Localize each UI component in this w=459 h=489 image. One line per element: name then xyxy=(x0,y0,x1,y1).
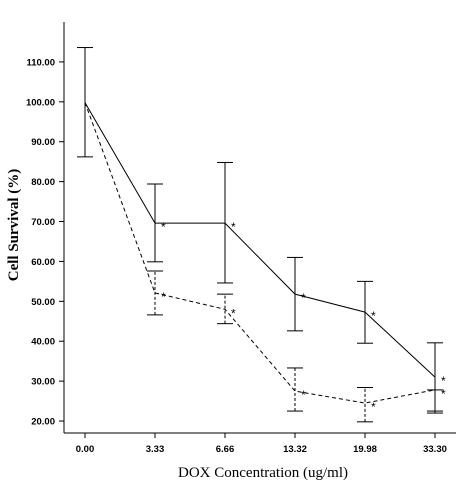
significance-star: * xyxy=(301,291,306,305)
x-tick-label: 6.66 xyxy=(216,444,235,455)
significance-star: * xyxy=(371,309,376,323)
x-axis-ticks: 0.00 3.33 6.66 13.32 19.98 33.30 xyxy=(76,433,447,455)
series-line-dashed xyxy=(84,102,436,404)
y-tick-label: 30.00 xyxy=(31,377,55,388)
y-tick-label: 40.00 xyxy=(31,337,55,348)
y-tick-label: 80.00 xyxy=(31,177,55,188)
significance-star: * xyxy=(161,290,166,304)
y-tick-label: 70.00 xyxy=(31,217,55,228)
y-axis-ticks: 20.00 30.00 40.00 50.00 60.00 70.00 80.00 90.00… xyxy=(26,57,64,428)
series-line-solid xyxy=(84,102,436,378)
y-tick-label: 50.00 xyxy=(31,297,55,308)
significance-star: * xyxy=(231,220,236,234)
axes xyxy=(63,22,456,434)
significance-star: * xyxy=(161,220,166,234)
y-axis-title: Cell Survival (%) xyxy=(6,169,22,282)
x-tick-label: 33.30 xyxy=(423,444,447,455)
y-tick-label: 100.00 xyxy=(26,97,55,108)
x-tick-label: 3.33 xyxy=(146,444,165,455)
y-tick-label: 90.00 xyxy=(31,137,55,148)
series-layer: * ********* xyxy=(77,47,446,423)
y-tick-label: 20.00 xyxy=(31,417,55,428)
x-tick-label: 13.32 xyxy=(283,444,307,455)
series-dashed: ***** xyxy=(84,102,446,423)
significance-star: * xyxy=(301,388,306,402)
x-tick-label: 0.00 xyxy=(76,444,95,455)
significance-star: * xyxy=(441,387,446,401)
y-tick-label: 110.00 xyxy=(26,57,55,68)
y-tick-label: 60.00 xyxy=(31,257,55,268)
significance-star: * xyxy=(371,400,376,414)
x-axis-title: DOX Concentration (ug/ml) xyxy=(178,465,348,481)
significance-star: * xyxy=(231,306,236,320)
significance-star: * xyxy=(441,374,446,388)
x-tick-label: 19.98 xyxy=(353,444,377,455)
series-solid: * **** xyxy=(77,47,446,412)
